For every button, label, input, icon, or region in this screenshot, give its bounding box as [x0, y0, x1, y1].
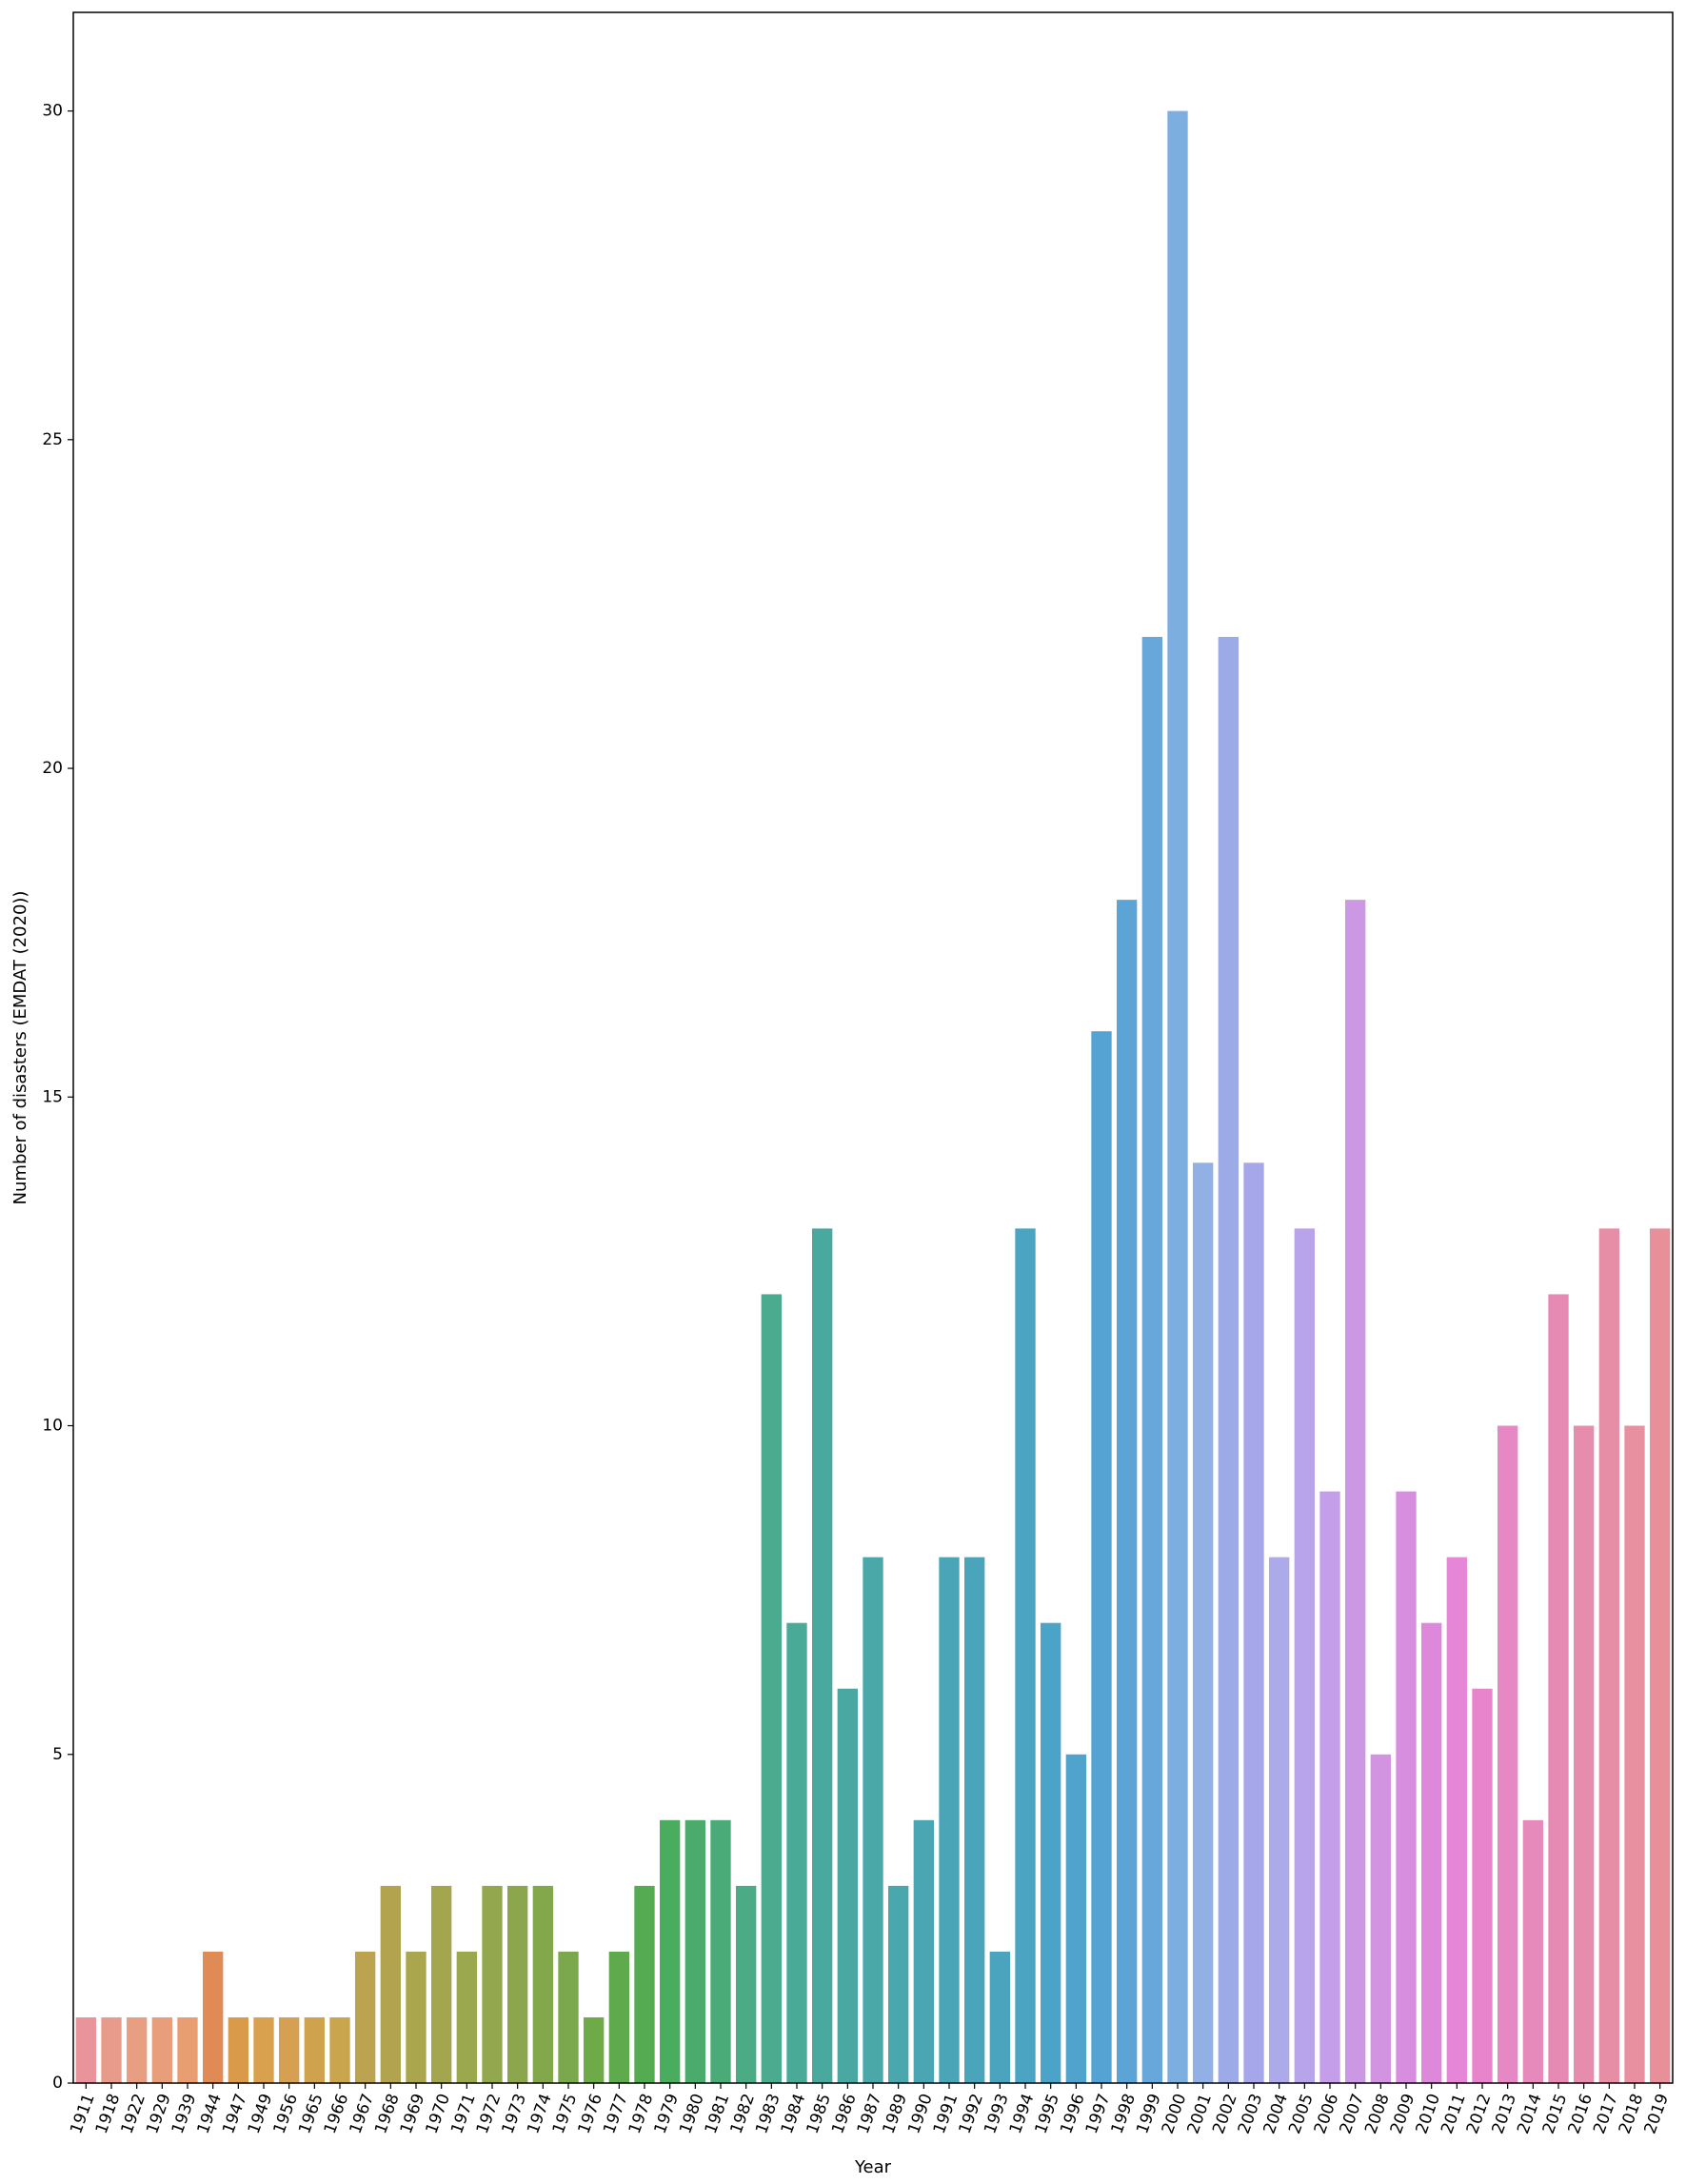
bar-1979 — [660, 1819, 681, 2083]
bar-2009 — [1396, 1491, 1417, 2083]
bar-1983 — [761, 1294, 782, 2083]
bar-2012 — [1472, 1688, 1493, 2083]
bar-1944 — [203, 1951, 224, 2083]
x-axis-ticks: 1911191819221929193919441947194919561965… — [67, 2083, 1673, 2136]
bar-2019 — [1650, 1228, 1671, 2083]
bar-2002 — [1218, 636, 1239, 2083]
bars-group — [75, 110, 1671, 2084]
bar-1968 — [380, 1885, 401, 2083]
bar-1929 — [151, 2016, 172, 2083]
plot-frame — [72, 11, 1674, 2084]
bar-2005 — [1294, 1228, 1315, 2083]
y-tick-label: 20 — [42, 759, 63, 778]
y-tick-label: 10 — [42, 1417, 63, 1436]
bar-1993 — [989, 1951, 1010, 2083]
y-tick-label: 5 — [52, 1745, 63, 1764]
bar-1999 — [1141, 636, 1162, 2083]
bar-2018 — [1624, 1425, 1645, 2083]
x-axis-label: Year — [854, 2157, 892, 2177]
bar-1981 — [710, 1819, 731, 2083]
bar-1947 — [228, 2016, 248, 2083]
bar-1995 — [1041, 1622, 1061, 2083]
y-tick-label: 15 — [42, 1087, 63, 1106]
bar-1975 — [558, 1951, 579, 2083]
bar-2004 — [1269, 1557, 1290, 2083]
bar-1918 — [101, 2016, 122, 2083]
bar-2007 — [1345, 900, 1366, 2084]
y-axis-label: Number of disasters (EMDAT (2020)) — [10, 891, 30, 1205]
bar-1949 — [253, 2016, 274, 2083]
bar-1970 — [431, 1885, 452, 2083]
bar-1939 — [177, 2016, 198, 2083]
bar-1969 — [406, 1951, 426, 2083]
bar-1990 — [913, 1819, 934, 2083]
bar-1977 — [608, 1951, 629, 2083]
bar-1984 — [786, 1622, 807, 2083]
bar-2016 — [1574, 1425, 1595, 2083]
bar-1972 — [482, 1885, 503, 2083]
bar-1997 — [1091, 1031, 1112, 2083]
bar-2003 — [1243, 1162, 1264, 2083]
bar-2001 — [1193, 1162, 1214, 2083]
y-tick-label: 30 — [42, 102, 63, 121]
bar-2011 — [1446, 1557, 1467, 2083]
bar-1991 — [939, 1557, 960, 2083]
bar-1980 — [684, 1819, 705, 2083]
bar-1922 — [127, 2016, 148, 2083]
bar-1996 — [1065, 1754, 1086, 2083]
bar-1966 — [329, 2016, 350, 2083]
bar-1965 — [304, 2016, 325, 2083]
bar-1994 — [1015, 1228, 1036, 2083]
bar-1973 — [507, 1885, 528, 2083]
bar-1976 — [584, 2016, 605, 2083]
bar-1986 — [837, 1688, 858, 2083]
bar-2015 — [1548, 1294, 1569, 2083]
bar-1974 — [532, 1885, 553, 2083]
bar-1911 — [75, 2016, 96, 2083]
bar-1992 — [964, 1557, 985, 2083]
bar-2006 — [1319, 1491, 1340, 2083]
bar-2010 — [1421, 1622, 1442, 2083]
bar-1987 — [863, 1557, 883, 2083]
bar-2008 — [1370, 1754, 1391, 2083]
bar-1989 — [888, 1885, 909, 2083]
bar-1978 — [634, 1885, 655, 2083]
y-tick-label: 25 — [42, 430, 63, 449]
bar-1985 — [812, 1228, 833, 2083]
bar-2013 — [1498, 1425, 1518, 2083]
y-tick-label: 0 — [52, 2074, 63, 2093]
bar-1998 — [1117, 900, 1138, 2084]
bar-1956 — [279, 2016, 300, 2083]
y-axis-ticks: 0 5 10 15 20 25 30 — [42, 102, 73, 2093]
bar-2014 — [1522, 1819, 1543, 2083]
bar-1971 — [456, 1951, 477, 2083]
bar-1967 — [355, 1951, 376, 2083]
bar-2000 — [1167, 110, 1188, 2083]
bar-1982 — [736, 1885, 757, 2083]
bar-2017 — [1598, 1228, 1619, 2083]
